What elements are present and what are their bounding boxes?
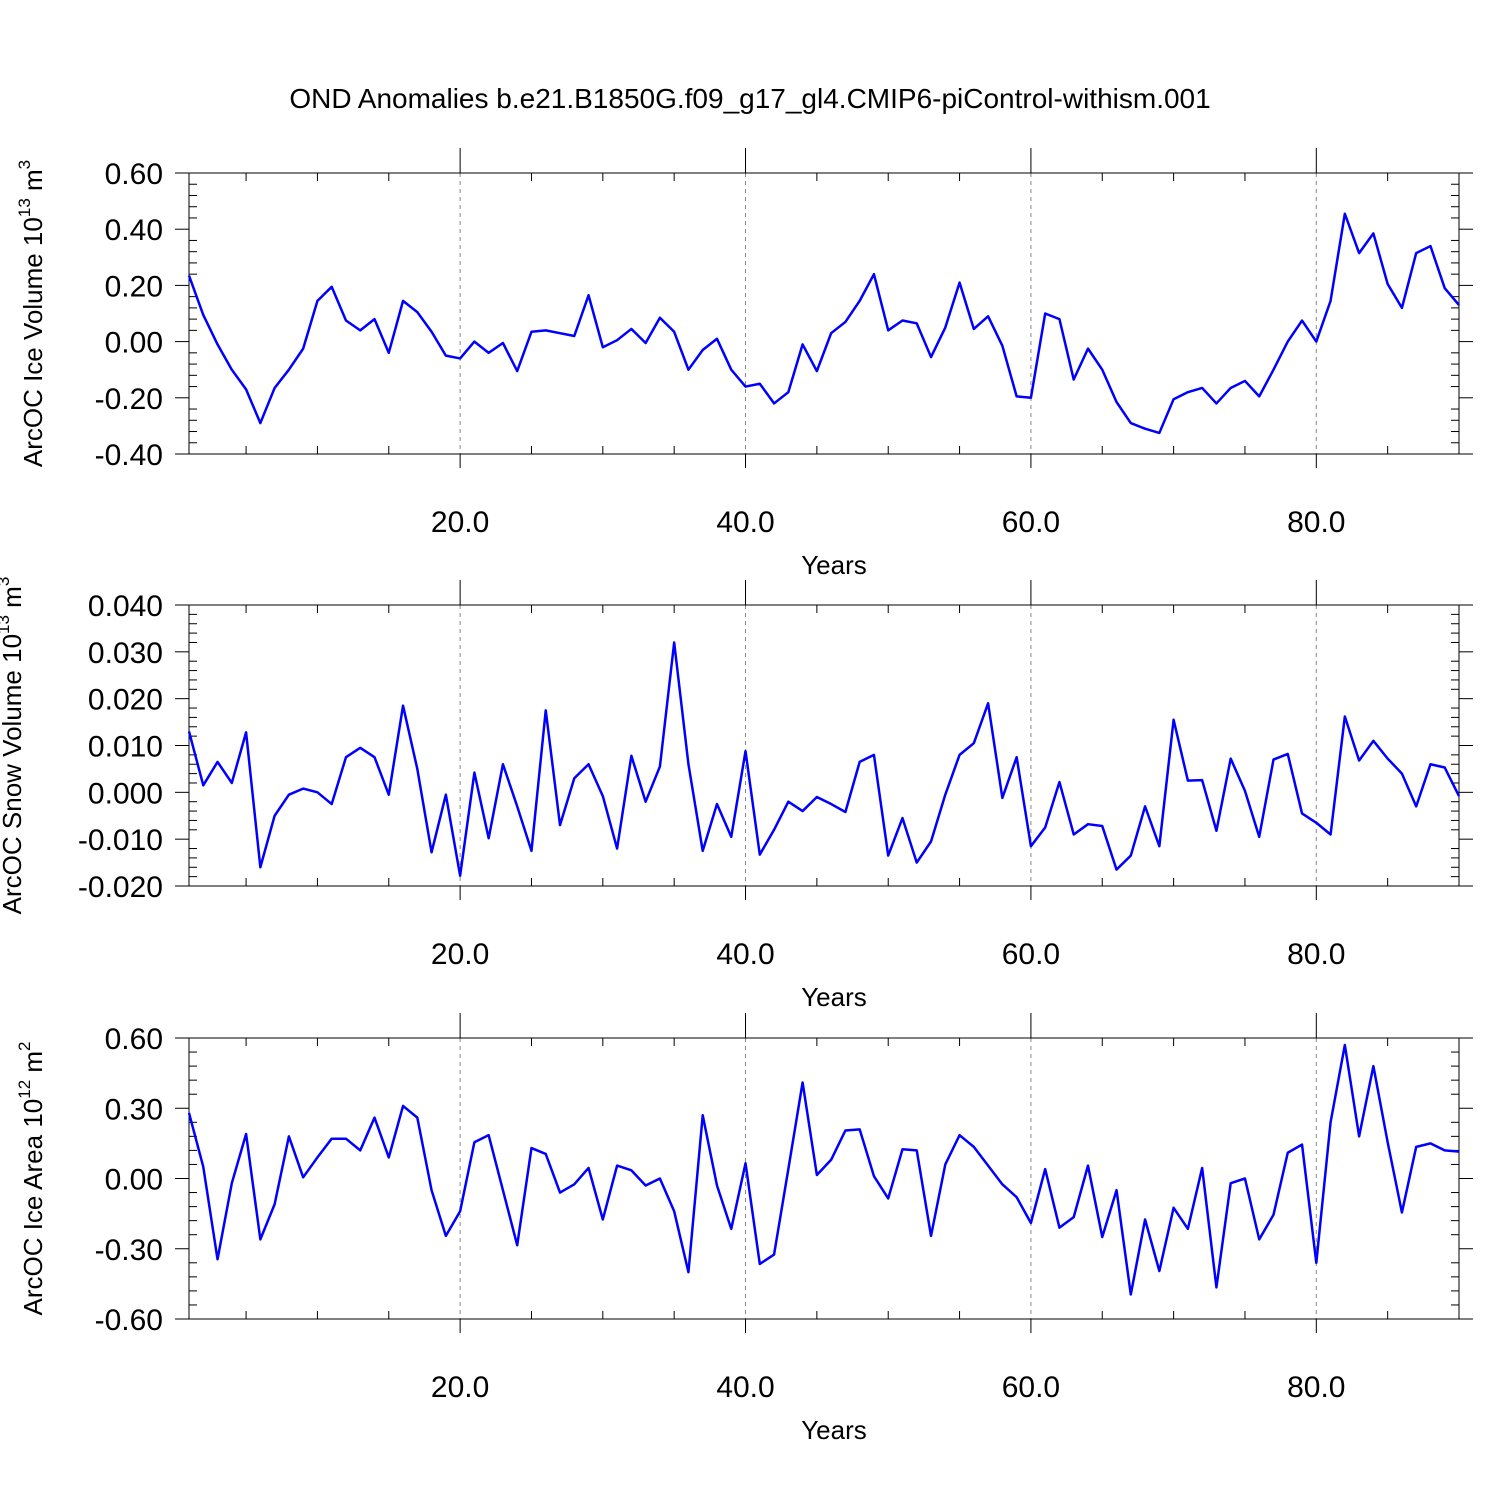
x-tick-label: 80.0 (1287, 1371, 1345, 1404)
x-axis-label: Years (801, 550, 867, 580)
y-tick-label: 0.030 (88, 637, 163, 670)
y-tick-label: 0.00 (105, 327, 163, 360)
y-tick-label: 0.60 (105, 158, 163, 191)
x-tick-label: 60.0 (1002, 506, 1060, 539)
y-tick-label: 0.30 (105, 1093, 163, 1126)
x-tick-label: 80.0 (1287, 506, 1345, 539)
chart-title: OND Anomalies b.e21.B1850G.f09_g17_gl4.C… (289, 83, 1210, 114)
y-tick-label: 0.000 (88, 777, 163, 810)
x-tick-label: 80.0 (1287, 938, 1345, 971)
x-tick-label: 40.0 (716, 1371, 774, 1404)
x-tick-label: 20.0 (431, 506, 489, 539)
y-axis-label: ArcOC Ice Area 1012 m2 (15, 1041, 48, 1315)
y-tick-label: 0.60 (105, 1023, 163, 1056)
x-tick-label: 20.0 (431, 1371, 489, 1404)
x-tick-label: 60.0 (1002, 938, 1060, 971)
plot-frame (188, 1037, 1460, 1320)
y-tick-label: 0.010 (88, 731, 163, 764)
series-line (187, 641, 1461, 877)
y-tick-label: 0.40 (105, 214, 163, 247)
y-tick-label: -0.30 (95, 1234, 163, 1267)
y-axis-label: ArcOC Ice Volume 1013 m3 (15, 160, 48, 467)
y-tick-label: 0.00 (105, 1164, 163, 1197)
y-tick-label: -0.20 (95, 383, 163, 416)
panel-3: 20.0 40.0 60.0 80.0 -0.60 -0.30 0.00 0.30 0.60 Ye… (15, 1013, 1473, 1445)
y-tick-label: 0.040 (88, 590, 163, 623)
panel-1: 20.0 40.0 60.0 80.0 -0.40 -0.20 0.00 0.20 0.40 0.… (15, 148, 1473, 580)
y-tick-label: 0.20 (105, 270, 163, 303)
series-line (187, 1043, 1460, 1296)
x-tick-label: 40.0 (716, 938, 774, 971)
x-tick-label: 60.0 (1002, 1371, 1060, 1404)
y-tick-label: -0.60 (95, 1304, 163, 1337)
plot-frame (188, 604, 1460, 887)
x-tick-label: 40.0 (716, 506, 774, 539)
y-axis-label: ArcOC Snow Volume 1013 m3 (0, 577, 27, 915)
y-tick-label: -0.40 (95, 439, 163, 472)
x-axis-label: Years (801, 1415, 867, 1445)
y-tick-label: -0.020 (78, 871, 163, 904)
y-tick-label: -0.010 (78, 824, 163, 857)
plot-frame (188, 172, 1460, 455)
x-tick-label: 20.0 (431, 938, 489, 971)
x-axis-label: Years (801, 982, 867, 1012)
series-line (187, 212, 1460, 435)
panel-2: 20.0 40.0 60.0 80.0 -0.020 -0.010 0.000 0.010 0.… (0, 577, 1473, 1012)
y-tick-label: 0.020 (88, 684, 163, 717)
